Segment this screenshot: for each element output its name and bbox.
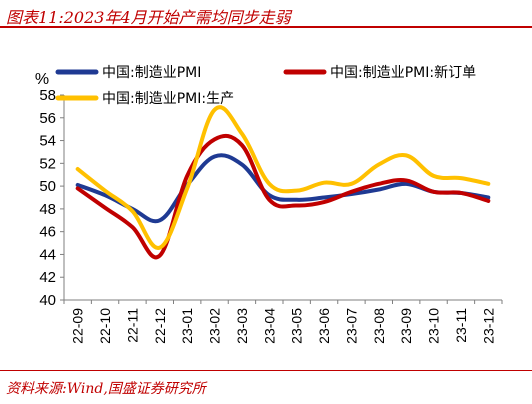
series-lines [75,105,491,260]
figure-title: 图表11:2023年4月开始产需均同步走弱 [6,8,291,27]
y-tick-label: 52 [39,155,56,172]
x-tick-label: 22-09 [70,308,86,344]
source-note: 资料来源:Wind,国盛证券研究所 [6,381,206,397]
y-tick-label: 48 [39,201,56,218]
x-tick-label: 23-11 [453,308,469,343]
x-tick-label: 23-06 [316,308,332,344]
x-tick-label: 23-01 [179,308,195,344]
series-line-3 [75,105,491,250]
y-tick-label: 50 [39,178,56,195]
legend-label-2: 中国:制造业PMI:新订单 [330,65,476,81]
y-tick-label: 58 [39,87,56,104]
y-tick-label: 54 [39,133,56,150]
y-tick-label: 44 [39,246,56,263]
y-unit-label: % [35,71,49,88]
x-tick-label: 23-04 [261,308,277,344]
x-tick-label: 23-07 [343,308,359,344]
legend-label-3: 中国:制造业PMI:生产 [102,91,234,107]
series-line-2 [75,133,491,260]
x-tick-label: 22-11 [124,308,140,343]
legend-label-1: 中国:制造业PMI [102,65,201,81]
y-tick-labels: 40 42 44 46 48 50 52 54 56 58 [39,87,56,309]
y-tick-label: 42 [39,269,56,286]
x-tick-label: 23-03 [234,308,250,344]
y-tick-label: 56 [39,110,56,127]
x-tick-label: 23-05 [289,308,305,344]
x-tick-label: 23-08 [371,308,387,344]
x-tick-label: 23-10 [426,308,442,344]
x-tick-label: 22-10 [97,308,113,344]
y-tick-label: 46 [39,224,56,241]
y-tick-label: 40 [39,292,56,309]
x-tick-label: 22-12 [152,308,168,344]
x-tick-labels: 22-09 22-10 22-11 22-12 23-01 23-02 23-03 23-04… [70,308,497,344]
chart-axes [60,94,503,304]
x-tick-label: 23-12 [480,308,496,344]
title-rule [0,26,532,28]
x-tick-label: 23-09 [398,308,414,344]
source-rule [0,370,532,371]
x-tick-label: 23-02 [207,308,223,344]
